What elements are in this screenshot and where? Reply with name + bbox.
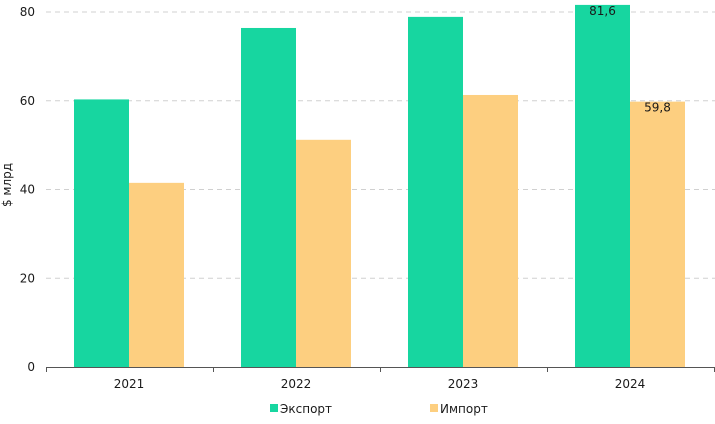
legend-swatch-Импорт bbox=[430, 404, 438, 412]
bar-Импорт-2023 bbox=[463, 94, 518, 367]
y-tick-label: 40 bbox=[20, 183, 35, 197]
bar-Экспорт-2022 bbox=[241, 27, 296, 367]
y-tick-label: 80 bbox=[20, 5, 35, 19]
y-axis-title: $ млрд bbox=[0, 163, 14, 207]
x-tick-label: 2021 bbox=[114, 377, 145, 391]
data-labels: 81,6 59,8 bbox=[589, 4, 671, 115]
legend-label-Импорт: Импорт bbox=[440, 402, 488, 416]
axes: 0 20 40 60 80 2021 2022 2023 2024 bbox=[20, 5, 715, 391]
legend-label-Экспорт: Экспорт bbox=[280, 402, 332, 416]
y-tick-label: 60 bbox=[20, 94, 35, 108]
bars bbox=[74, 4, 685, 368]
x-tick-label: 2023 bbox=[448, 377, 479, 391]
bar-Экспорт-2023 bbox=[408, 16, 463, 367]
x-tick-label: 2022 bbox=[281, 377, 312, 391]
bar-Экспорт-2024 bbox=[575, 4, 630, 368]
bar-Экспорт-2021 bbox=[74, 99, 129, 367]
data-label-Экспорт-2024: 81,6 bbox=[589, 4, 616, 18]
bar-Импорт-2022 bbox=[296, 139, 351, 367]
y-tick-label: 20 bbox=[20, 271, 35, 285]
legend: Экспорт Импорт bbox=[270, 402, 488, 416]
x-tick-label: 2024 bbox=[615, 377, 646, 391]
data-label-Импорт-2024: 59,8 bbox=[644, 101, 671, 115]
y-tick-label: 0 bbox=[27, 360, 35, 374]
bar-Импорт-2024 bbox=[630, 101, 685, 367]
legend-swatch-Экспорт bbox=[270, 404, 278, 412]
bar-Импорт-2021 bbox=[129, 182, 184, 367]
